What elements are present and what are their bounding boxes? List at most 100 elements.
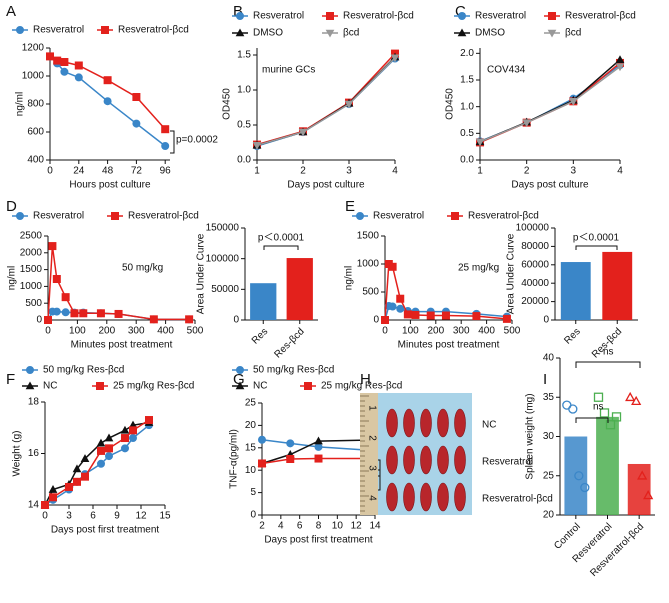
y-axis-label: OD450 xyxy=(445,88,456,120)
marker xyxy=(103,76,112,85)
y-tick-label: 50000 xyxy=(211,284,239,295)
marker xyxy=(286,439,295,448)
marker xyxy=(132,93,141,101)
marker xyxy=(568,98,578,106)
x-tick-label: Control xyxy=(552,521,583,552)
bar xyxy=(564,436,588,515)
bracket xyxy=(378,469,381,491)
y-tick-label: 1000 xyxy=(20,281,43,292)
legend-label: Resveratrol xyxy=(253,11,304,22)
x-tick-label: 10 xyxy=(332,521,344,532)
x-tick-label: 200 xyxy=(98,326,115,337)
marker xyxy=(568,404,578,414)
marker xyxy=(44,316,52,324)
marker xyxy=(103,97,112,106)
marker xyxy=(451,212,459,220)
legend-label: Resveratrol xyxy=(475,11,526,22)
marker xyxy=(314,436,323,445)
y-tick-label: 0.5 xyxy=(237,120,251,131)
x-tick-label: 48 xyxy=(102,166,114,177)
x-tick-label: 400 xyxy=(478,326,495,337)
bracket xyxy=(263,245,299,250)
y-tick-label: 1200 xyxy=(22,43,45,54)
x-tick-label: 2 xyxy=(524,166,530,177)
x-tick-label: 500 xyxy=(187,326,204,337)
y-tick-label: 25 xyxy=(543,470,555,481)
legend-label: Resveratrol-βcd xyxy=(565,11,636,22)
y-tick-label: 100000 xyxy=(206,253,240,264)
y-tick-label: 30 xyxy=(543,431,555,442)
x-tick-label: 4 xyxy=(392,166,398,177)
marker xyxy=(79,309,88,318)
legend-label: Resveratrol xyxy=(33,25,84,36)
row-label: Resveratrol-βcd xyxy=(482,494,553,505)
spleen xyxy=(403,408,415,438)
x-tick-label: 1 xyxy=(254,166,260,177)
y-axis-label: ng/ml xyxy=(7,266,18,290)
marker xyxy=(258,435,266,444)
marker xyxy=(611,412,622,422)
marker xyxy=(145,416,153,425)
marker xyxy=(298,128,308,137)
marker xyxy=(599,408,610,418)
panel-letter: I xyxy=(543,371,547,388)
marker xyxy=(61,308,70,317)
bar xyxy=(596,416,619,515)
marker xyxy=(236,12,244,20)
spleen xyxy=(454,482,466,512)
x-axis-label: Minutes post treatment xyxy=(398,340,500,351)
spleen xyxy=(386,408,398,438)
y-tick-label: 14 xyxy=(28,500,40,511)
x-tick-label: 300 xyxy=(128,326,145,337)
marker xyxy=(97,459,105,468)
x-axis-label: Days post first treatment xyxy=(264,535,373,546)
legend-label: DMSO xyxy=(253,28,283,39)
panel-letter: H xyxy=(360,371,371,388)
panel-letter: G xyxy=(233,371,245,388)
spleen xyxy=(420,445,432,475)
annotation: 25 mg/kg xyxy=(458,263,499,274)
marker xyxy=(61,293,70,302)
marker xyxy=(121,434,129,443)
series-line xyxy=(261,438,366,451)
y-tick-label: 1000 xyxy=(22,71,45,82)
marker xyxy=(114,309,123,318)
marker xyxy=(390,54,400,63)
y-tick-label: 20000 xyxy=(521,296,549,307)
marker xyxy=(637,470,648,480)
marker xyxy=(441,311,450,320)
legend-label: Resveratrol-βcd xyxy=(343,11,414,22)
marker xyxy=(403,310,412,319)
y-tick-label: 500 xyxy=(362,287,379,298)
y-axis-label: Weight (g) xyxy=(12,431,23,477)
legend-label: Resveratrol-βcd xyxy=(118,25,189,36)
marker xyxy=(101,26,109,34)
x-tick-label: 6 xyxy=(90,511,96,522)
marker xyxy=(236,366,244,374)
x-tick-label: Res xyxy=(250,326,270,346)
marker xyxy=(105,452,113,461)
panel-letter: A xyxy=(6,3,16,20)
annotation: 50 mg/kg xyxy=(122,263,163,274)
marker xyxy=(258,459,266,468)
x-tick-label: 0 xyxy=(42,511,48,522)
y-tick-label: 400 xyxy=(27,155,44,166)
y-tick-label: 35 xyxy=(543,392,555,403)
bar xyxy=(627,463,651,515)
legend-label: 50 mg/kg Res-βcd xyxy=(43,365,124,376)
marker xyxy=(593,392,604,402)
marker xyxy=(411,310,420,319)
marker xyxy=(235,28,245,37)
bar xyxy=(286,258,313,320)
marker xyxy=(53,56,62,65)
marker xyxy=(574,471,584,481)
marker xyxy=(314,442,323,451)
y-tick-label: 0 xyxy=(36,315,42,326)
spleen xyxy=(386,482,398,512)
marker xyxy=(643,490,654,500)
series-line xyxy=(479,64,621,143)
marker xyxy=(60,58,69,66)
marker xyxy=(121,444,129,453)
spleen xyxy=(403,482,415,512)
